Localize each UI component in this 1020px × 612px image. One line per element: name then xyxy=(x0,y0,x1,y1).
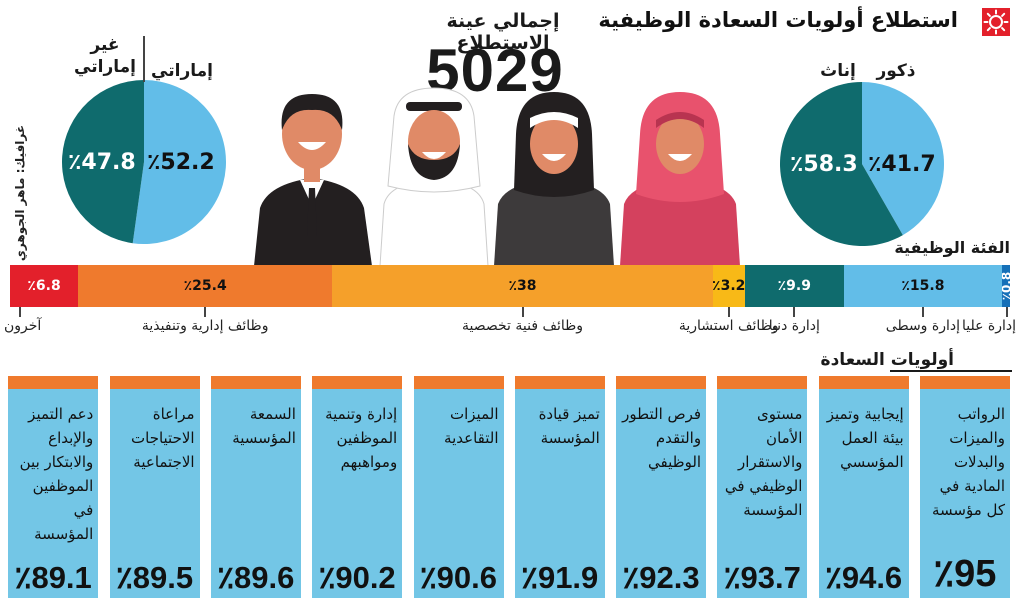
priority-card-accent xyxy=(210,376,301,389)
job-category-label: إدارة دنيا xyxy=(768,318,820,334)
pie-value-non-emirati: ٪47.8 xyxy=(68,150,136,175)
job-category-segment: ٪25.4 xyxy=(78,265,333,307)
graphic-credit-text: غرافيك: ماهر الجوهري xyxy=(13,124,27,262)
priority-value: ٪90.6 xyxy=(420,560,497,595)
priority-label: السمعة المؤسسية xyxy=(232,405,296,447)
gender-pie-slice-0 xyxy=(862,82,944,236)
nationality-pie-slice-1 xyxy=(62,80,144,244)
job-category-label: وظائف إدارية وتنفيذية xyxy=(141,318,269,334)
sun-logo-icon xyxy=(982,8,1010,36)
nationality-pie-slice-0 xyxy=(132,80,226,244)
job-category-segment: ٪3.2 xyxy=(712,265,745,307)
priority-card: فرص التطور والتقدم الوظيفي ٪92.3 xyxy=(616,376,707,598)
job-category-value: ٪3.2 xyxy=(712,278,745,294)
nationality-pie-chart xyxy=(62,80,226,244)
priority-label: الميزات التقاعدية xyxy=(444,405,499,447)
pie-label-male: ذكور xyxy=(876,61,916,81)
priority-label: مستوى الأمان والاستقرار الوظيفي في المؤس… xyxy=(724,405,803,519)
job-category-segment: ٪9.9 xyxy=(744,265,844,307)
job-category-label: إدارة عليا xyxy=(961,318,1016,334)
priority-card-accent xyxy=(514,376,605,389)
man-in-ghutra-figure xyxy=(379,87,489,266)
pie-value-male: ٪41.7 xyxy=(868,152,936,177)
priority-value: ٪94.6 xyxy=(825,560,903,595)
job-category-label: إدارة وسطى xyxy=(885,318,961,334)
priority-card: إدارة وتنمية الموظفين ومواهبهم ٪90.2 xyxy=(312,376,403,598)
priority-value: ٪92.3 xyxy=(622,560,700,595)
priority-value: ٪89.6 xyxy=(217,560,295,595)
priority-value: ٪91.9 xyxy=(521,560,599,595)
priorities-heading: أولويات السعادة xyxy=(820,350,954,370)
job-category-label: آخرون xyxy=(4,318,42,334)
priority-value: ٪90.2 xyxy=(318,560,396,595)
priority-card-accent xyxy=(616,376,707,389)
page-title: استطلاع أولويات السعادة الوظيفية xyxy=(598,8,958,32)
job-category-value: ٪9.9 xyxy=(777,278,811,294)
graphic-credit: غرافيك: ماهر الجوهري xyxy=(8,124,32,262)
job-category-tick xyxy=(19,307,21,317)
priority-card-accent xyxy=(717,376,808,389)
job-category-segment: ٪0.8 xyxy=(1001,265,1010,307)
priority-card: الميزات التقاعدية ٪90.6 xyxy=(413,376,504,598)
nationality-divider xyxy=(143,36,145,82)
priority-card: الرواتب والميزات والبدلات المادية في كل … xyxy=(920,376,1010,598)
job-category-value: ٪15.8 xyxy=(901,278,945,294)
priority-card-accent xyxy=(109,376,200,389)
priority-label: فرص التطور والتقدم الوظيفي xyxy=(622,405,702,471)
job-category-tick xyxy=(921,307,924,317)
priority-card-accent xyxy=(818,376,909,389)
priority-card: تميز قيادة المؤسسة ٪91.9 xyxy=(514,376,605,598)
job-category-value: ٪0.8 xyxy=(1001,271,1010,301)
job-category-tick xyxy=(727,307,730,317)
pie-label-non-emirati: غير إماراتي xyxy=(74,35,136,77)
priority-card: السمعة المؤسسية ٪89.6 xyxy=(210,376,301,598)
priority-label: تميز قيادة المؤسسة xyxy=(538,405,600,447)
total-label: إجمالي عينة الاستطلاع xyxy=(446,10,560,54)
job-category-label: وظائف فنية تخصصية xyxy=(461,318,584,334)
gender-pie-chart xyxy=(780,82,944,246)
priority-card: مراعاة الاحتياجات الاجتماعية ٪89.5 xyxy=(109,376,200,598)
people-illustration xyxy=(254,87,740,266)
priority-card: إيجابية وتميز بيئة العمل المؤسسي ٪94.6 xyxy=(818,376,909,598)
job-category-segment: ٪38 xyxy=(332,265,713,307)
job-category-bar: ٪0.8 ٪15.8 ٪9.9 ٪3.2 ٪38 ٪25.4 ٪6.8 xyxy=(10,265,1010,307)
job-category-tick xyxy=(793,307,796,317)
priority-card-accent xyxy=(312,376,403,389)
priority-card-accent xyxy=(413,376,504,389)
priority-value: ٪93.7 xyxy=(723,560,801,595)
man-in-suit-figure xyxy=(254,94,372,266)
priority-label: إدارة وتنمية الموظفين ومواهبهم xyxy=(325,405,398,471)
priority-label: مراعاة الاحتياجات الاجتماعية xyxy=(131,405,195,471)
job-category-label: وظائف استشارية xyxy=(678,318,779,334)
priority-label: إيجابية وتميز بيئة العمل المؤسسي xyxy=(826,405,904,471)
job-category-heading: الفئة الوظيفية xyxy=(894,238,1010,257)
priority-card-accent xyxy=(8,376,99,389)
pie-value-emirati: ٪52.2 xyxy=(147,150,215,175)
priorities-underline xyxy=(890,370,1012,372)
job-category-tick xyxy=(521,307,524,317)
priority-card-accent xyxy=(920,376,1010,389)
priority-card: دعم التميز والإبداع والابتكار بين الموظف… xyxy=(8,376,99,598)
job-category-tick xyxy=(204,307,207,317)
priority-label: الرواتب والميزات والبدلات المادية في كل … xyxy=(931,405,1005,519)
gender-pie-slice-1 xyxy=(780,82,903,246)
priority-value: ٪89.5 xyxy=(116,560,194,595)
job-category-segment: ٪15.8 xyxy=(843,265,1002,307)
priority-label: دعم التميز والإبداع والابتكار بين الموظف… xyxy=(19,405,94,543)
priority-value: ٪89.1 xyxy=(14,560,92,595)
pie-value-female: ٪58.3 xyxy=(790,152,858,177)
job-category-value: ٪6.8 xyxy=(27,278,61,294)
woman-in-pink-hijab-figure xyxy=(620,92,740,266)
job-category-value: ٪25.4 xyxy=(183,278,227,294)
priority-card: مستوى الأمان والاستقرار الوظيفي في المؤس… xyxy=(717,376,808,598)
pie-label-emirati: إماراتي xyxy=(151,61,213,81)
woman-in-dark-hijab-figure xyxy=(494,92,614,266)
job-category-value: ٪38 xyxy=(508,278,537,294)
job-category-tick xyxy=(1006,307,1008,317)
priority-value: ٪95 xyxy=(933,553,997,595)
pie-label-female: إناث xyxy=(820,61,856,81)
job-category-segment: ٪6.8 xyxy=(10,265,79,307)
